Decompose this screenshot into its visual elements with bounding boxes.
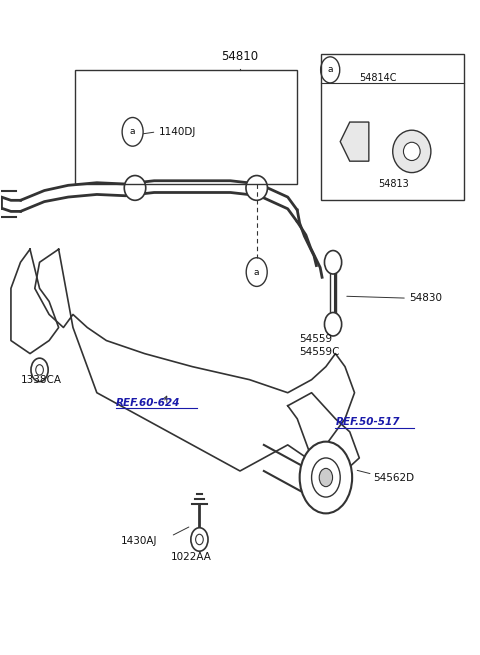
Ellipse shape [393,130,431,173]
Text: 54810: 54810 [221,50,259,64]
Polygon shape [340,122,369,161]
Circle shape [312,458,340,497]
Text: REF.60-624: REF.60-624 [116,398,180,407]
Circle shape [122,117,143,146]
Circle shape [36,365,43,375]
Text: 54814C: 54814C [360,73,397,83]
Text: 1022AA: 1022AA [171,552,212,562]
Circle shape [324,312,342,336]
Ellipse shape [404,142,420,160]
Text: 54813: 54813 [378,179,409,189]
Ellipse shape [124,176,146,200]
Text: a: a [327,66,333,75]
Text: 54562D: 54562D [373,472,415,483]
Text: 1430AJ: 1430AJ [120,536,157,546]
Ellipse shape [246,176,267,200]
Circle shape [191,528,208,552]
Text: a: a [254,267,260,276]
Circle shape [300,441,352,514]
Text: REF.50-517: REF.50-517 [336,417,400,427]
Text: 1140DJ: 1140DJ [159,127,196,137]
Text: 54830: 54830 [409,293,443,303]
Circle shape [246,257,267,286]
Circle shape [324,251,342,274]
Circle shape [321,57,340,83]
Text: 54559: 54559 [300,334,333,345]
Text: 54559C: 54559C [300,347,340,357]
Circle shape [196,534,203,545]
Text: a: a [130,127,135,136]
Text: 1338CA: 1338CA [21,375,61,384]
Circle shape [319,468,333,487]
Circle shape [31,358,48,382]
